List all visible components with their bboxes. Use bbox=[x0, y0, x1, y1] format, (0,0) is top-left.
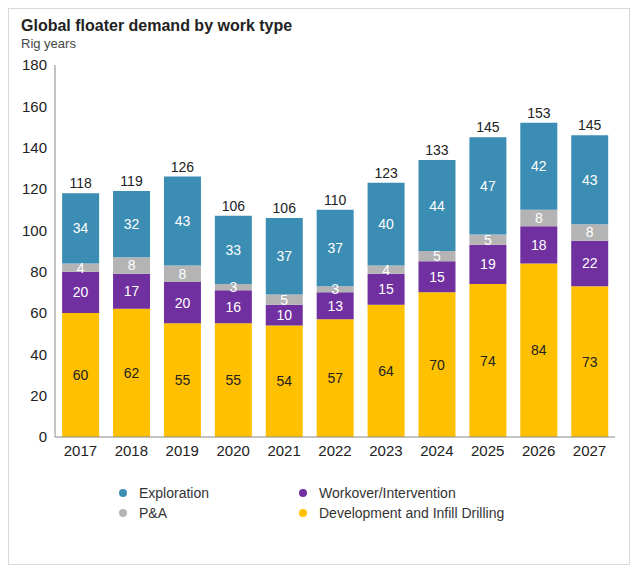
html-text:P&A: P&A bbox=[139, 505, 167, 521]
svg-text:34: 34 bbox=[73, 220, 89, 236]
svg-text:8: 8 bbox=[179, 266, 187, 282]
svg-text:10: 10 bbox=[276, 307, 292, 323]
svg-text:80: 80 bbox=[30, 263, 47, 280]
svg-text:74: 74 bbox=[480, 353, 496, 369]
svg-text:43: 43 bbox=[582, 172, 598, 188]
svg-text:118: 118 bbox=[69, 175, 92, 191]
svg-text:2022: 2022 bbox=[318, 442, 351, 459]
svg-text:42: 42 bbox=[531, 158, 547, 174]
svg-text:2023: 2023 bbox=[369, 442, 402, 459]
svg-text:3: 3 bbox=[331, 281, 339, 297]
svg-text:40: 40 bbox=[30, 346, 47, 363]
svg-text:2018: 2018 bbox=[115, 442, 148, 459]
svg-text:140: 140 bbox=[22, 139, 47, 156]
svg-text:106: 106 bbox=[273, 200, 297, 216]
svg-text:123: 123 bbox=[374, 165, 398, 181]
html-text:Workover/Intervention: Workover/Intervention bbox=[319, 485, 456, 501]
svg-text:160: 160 bbox=[22, 98, 47, 115]
svg-text:62: 62 bbox=[124, 365, 140, 381]
svg-text:20: 20 bbox=[73, 284, 89, 300]
svg-text:17: 17 bbox=[124, 283, 140, 299]
svg-text:8: 8 bbox=[535, 210, 543, 226]
html-text:Exploration: Exploration bbox=[139, 485, 209, 501]
svg-text:2024: 2024 bbox=[420, 442, 453, 459]
svg-text:5: 5 bbox=[433, 248, 441, 264]
svg-text:54: 54 bbox=[276, 373, 292, 389]
svg-text:16: 16 bbox=[226, 299, 242, 315]
svg-text:43: 43 bbox=[175, 213, 191, 229]
svg-text:4: 4 bbox=[77, 260, 85, 276]
svg-text:55: 55 bbox=[175, 372, 191, 388]
svg-text:60: 60 bbox=[30, 304, 47, 321]
svg-text:133: 133 bbox=[425, 142, 449, 158]
svg-text:2025: 2025 bbox=[471, 442, 504, 459]
html-text:Rig years: Rig years bbox=[21, 36, 76, 51]
svg-text:37: 37 bbox=[327, 240, 343, 256]
svg-text:15: 15 bbox=[378, 281, 394, 297]
svg-text:8: 8 bbox=[586, 224, 594, 240]
html-text:Global floater demand by work: Global floater demand by work type bbox=[21, 17, 293, 34]
svg-text:18: 18 bbox=[531, 237, 547, 253]
svg-text:106: 106 bbox=[222, 198, 246, 214]
svg-text:4: 4 bbox=[382, 262, 390, 278]
svg-text:19: 19 bbox=[480, 256, 496, 272]
svg-text:2021: 2021 bbox=[267, 442, 300, 459]
svg-text:60: 60 bbox=[73, 367, 89, 383]
svg-text:110: 110 bbox=[324, 192, 347, 208]
svg-text:37: 37 bbox=[276, 248, 292, 264]
svg-text:64: 64 bbox=[378, 363, 394, 379]
svg-text:120: 120 bbox=[22, 180, 47, 197]
svg-text:8: 8 bbox=[128, 257, 136, 273]
svg-text:145: 145 bbox=[578, 117, 602, 133]
svg-text:84: 84 bbox=[531, 342, 547, 358]
svg-text:22: 22 bbox=[582, 255, 598, 271]
svg-text:180: 180 bbox=[22, 56, 47, 73]
svg-text:13: 13 bbox=[327, 298, 343, 314]
svg-text:2017: 2017 bbox=[64, 442, 97, 459]
svg-text:55: 55 bbox=[226, 372, 242, 388]
svg-text:47: 47 bbox=[480, 178, 496, 194]
svg-text:3: 3 bbox=[229, 279, 237, 295]
svg-text:2020: 2020 bbox=[216, 442, 249, 459]
svg-text:0: 0 bbox=[39, 428, 47, 445]
svg-text:5: 5 bbox=[484, 232, 492, 248]
svg-text:145: 145 bbox=[476, 119, 500, 135]
svg-text:57: 57 bbox=[327, 370, 343, 386]
svg-text:32: 32 bbox=[124, 216, 140, 232]
svg-text:44: 44 bbox=[429, 198, 445, 214]
svg-text:5: 5 bbox=[280, 292, 288, 308]
svg-text:20: 20 bbox=[175, 295, 191, 311]
svg-text:2019: 2019 bbox=[166, 442, 199, 459]
html-text:Development and Infill Drillin: Development and Infill Drilling bbox=[319, 505, 505, 521]
svg-text:126: 126 bbox=[171, 159, 195, 175]
svg-text:153: 153 bbox=[527, 105, 551, 121]
svg-text:100: 100 bbox=[22, 222, 47, 239]
svg-text:20: 20 bbox=[30, 387, 47, 404]
svg-text:2027: 2027 bbox=[573, 442, 606, 459]
svg-text:73: 73 bbox=[582, 354, 598, 370]
svg-text:33: 33 bbox=[226, 242, 242, 258]
svg-text:119: 119 bbox=[120, 173, 143, 189]
svg-text:2026: 2026 bbox=[522, 442, 555, 459]
svg-text:40: 40 bbox=[378, 216, 394, 232]
svg-text:15: 15 bbox=[429, 269, 445, 285]
svg-text:70: 70 bbox=[429, 357, 445, 373]
